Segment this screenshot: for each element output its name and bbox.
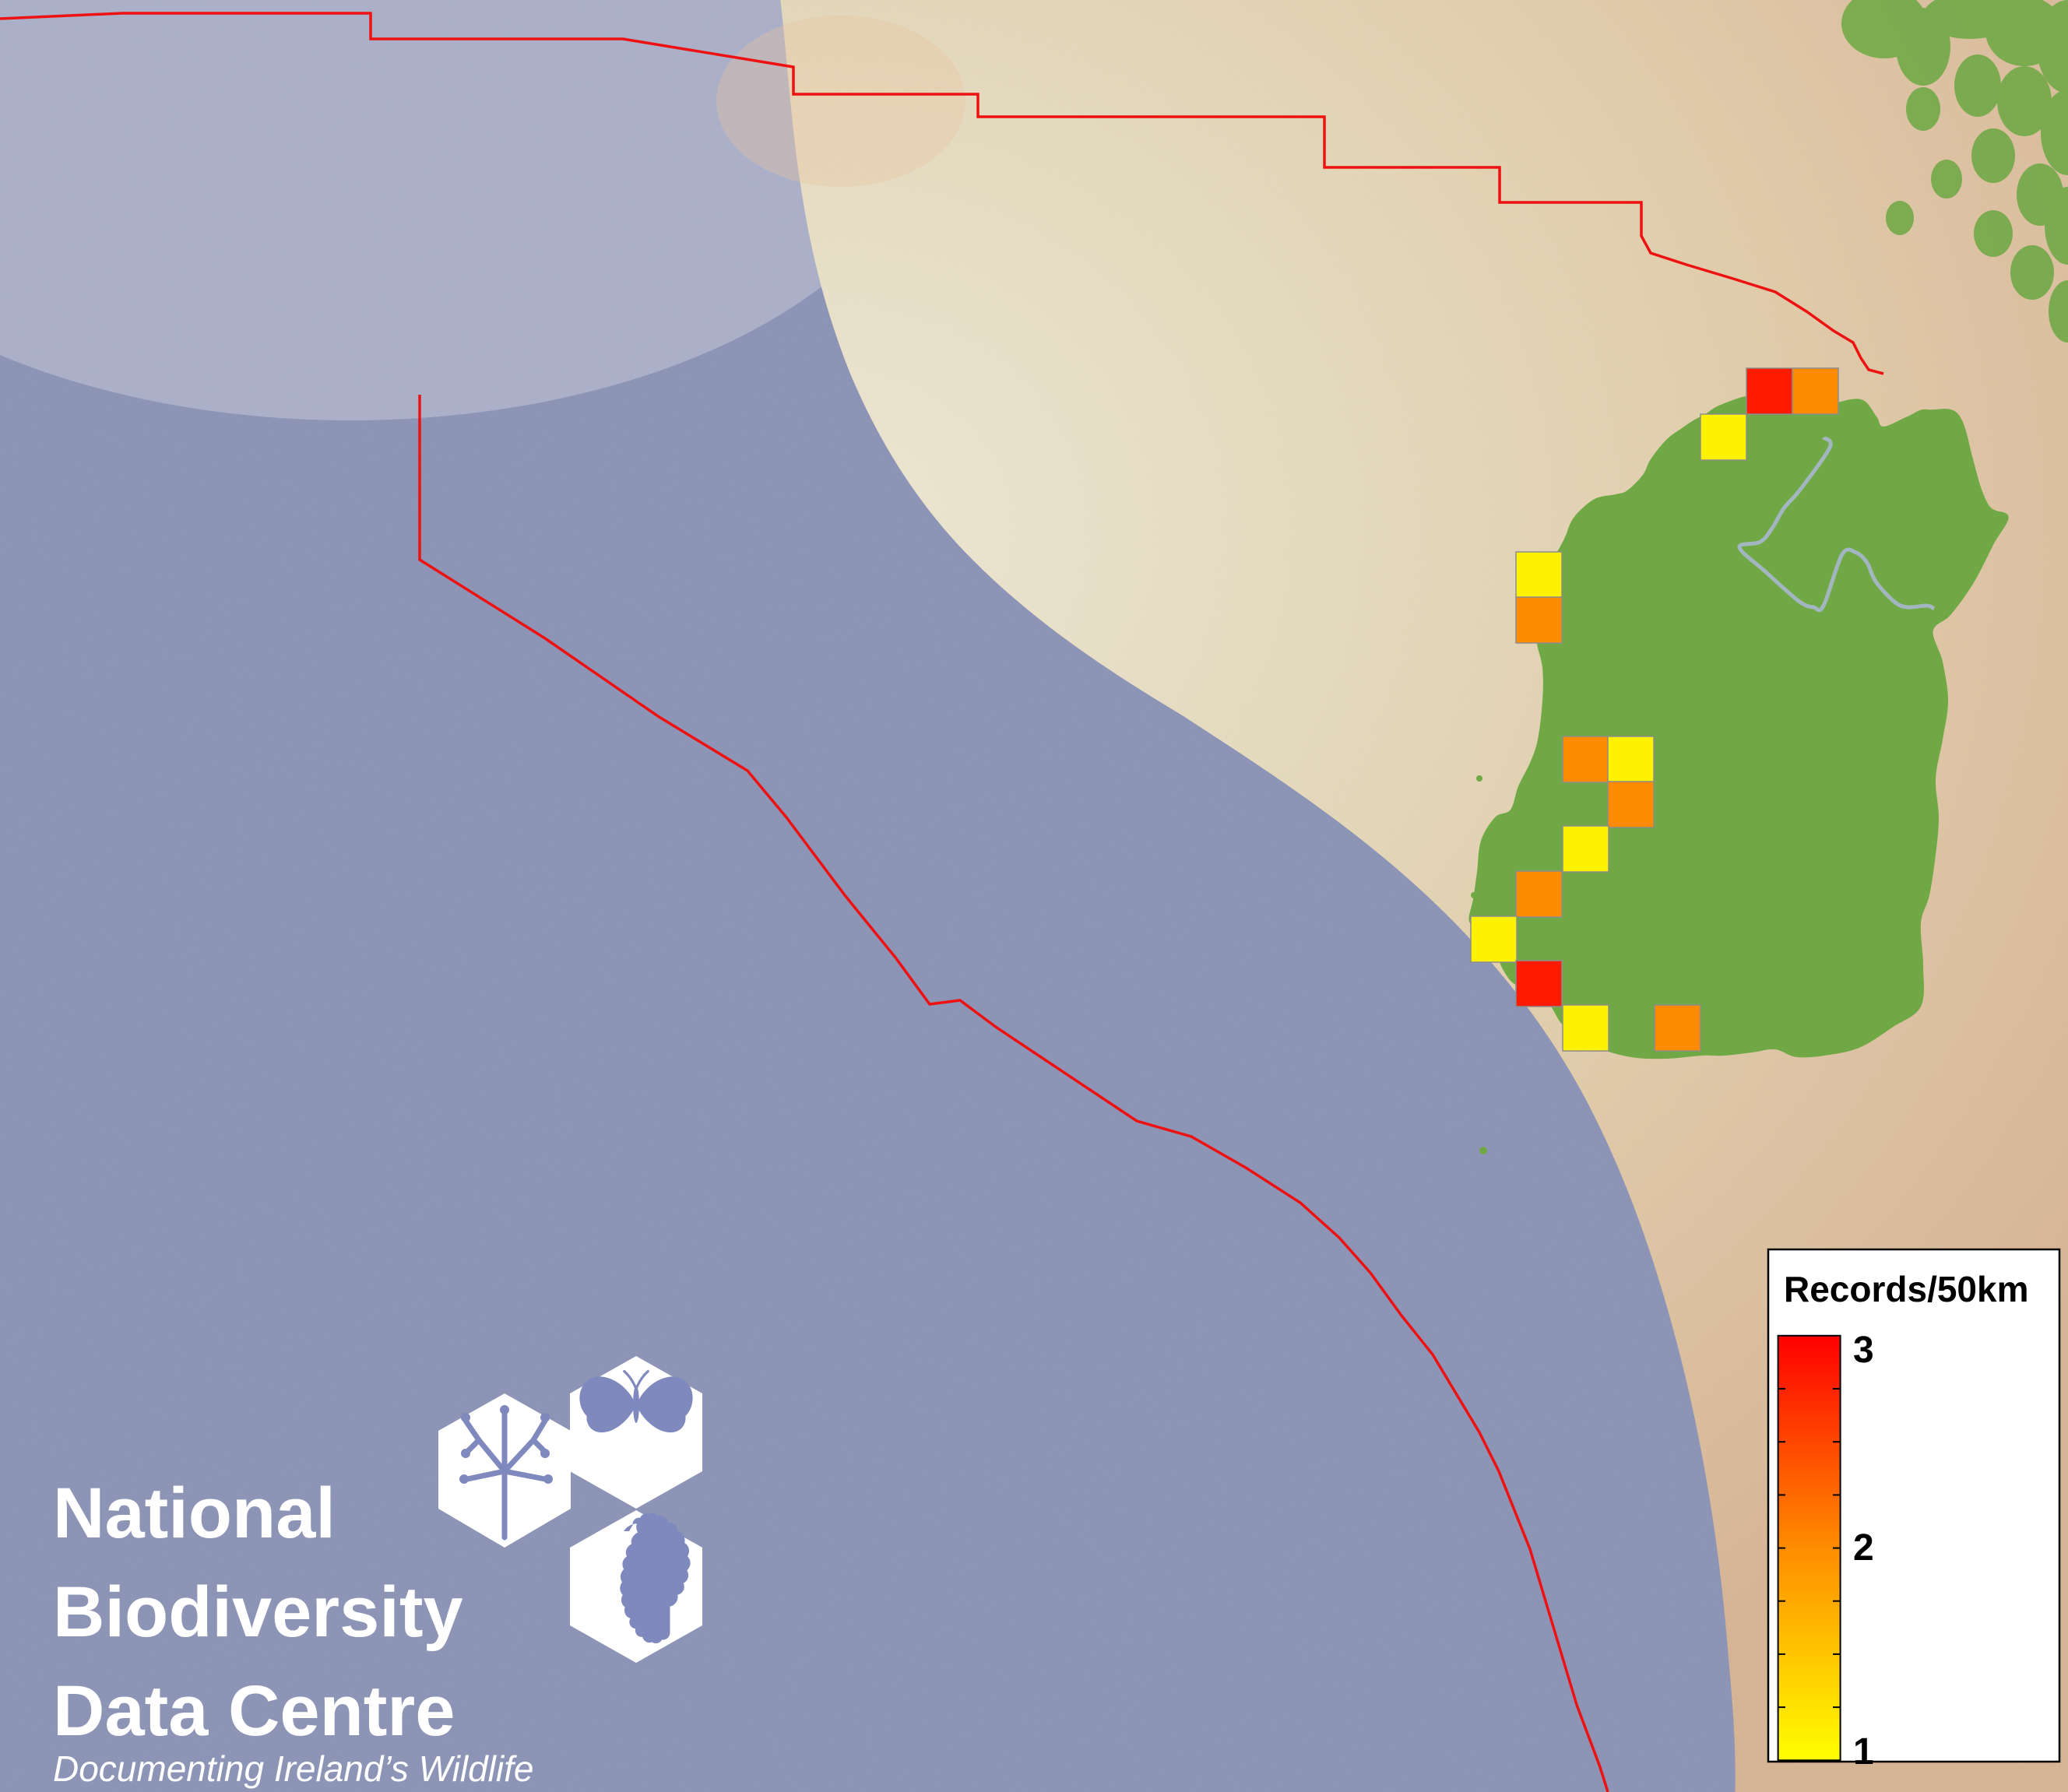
svg-text:Data Centre: Data Centre — [53, 1671, 455, 1751]
svg-text:1: 1 — [1853, 1731, 1874, 1773]
svg-text:Documenting Ireland’s Wildlife: Documenting Ireland’s Wildlife — [53, 1748, 533, 1789]
svg-text:Records/50km: Records/50km — [1784, 1269, 2029, 1309]
svg-text:3: 3 — [1853, 1330, 1874, 1371]
svg-text:Biodiversity: Biodiversity — [53, 1572, 463, 1652]
svg-text:2: 2 — [1853, 1527, 1874, 1569]
svg-text:National: National — [53, 1474, 336, 1553]
